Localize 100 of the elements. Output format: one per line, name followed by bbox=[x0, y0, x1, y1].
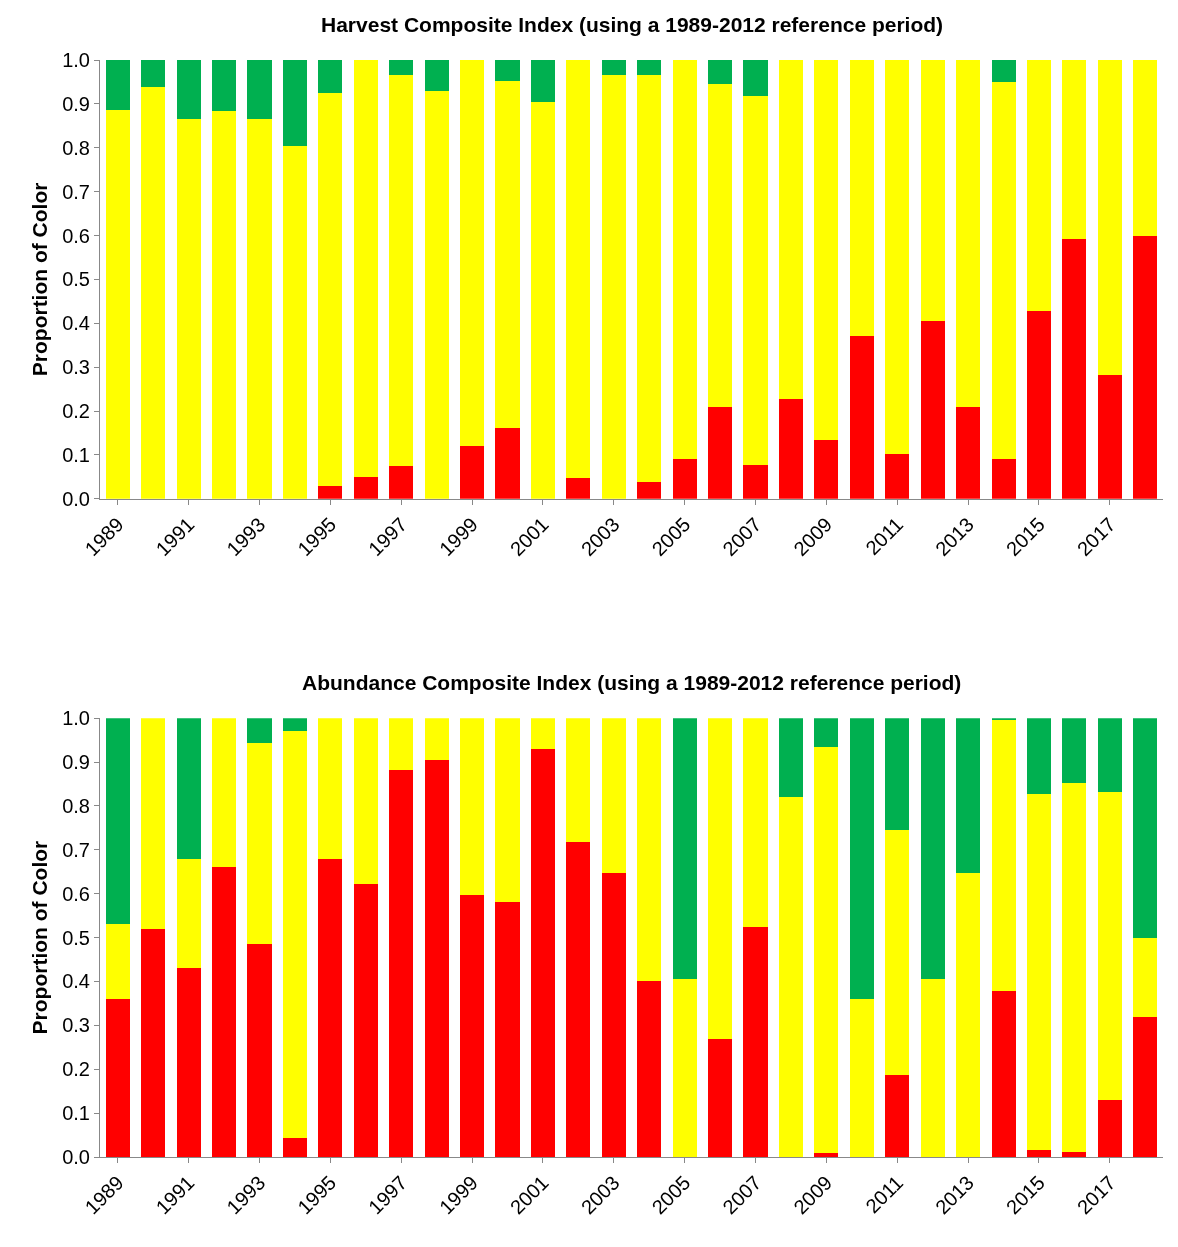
bar bbox=[1062, 1151, 1087, 1157]
y-tick-label: 0.4 bbox=[62, 970, 90, 993]
bar bbox=[247, 718, 272, 744]
bar bbox=[814, 440, 839, 499]
bar bbox=[672, 60, 697, 460]
bar bbox=[247, 60, 272, 119]
chart-title: Harvest Composite Index (using a 1989-2012 reference period) bbox=[321, 13, 944, 36]
bar bbox=[566, 842, 591, 1157]
bar bbox=[708, 84, 733, 407]
bar bbox=[849, 60, 874, 337]
bar bbox=[637, 74, 662, 483]
y-tick-label: 0.6 bbox=[62, 224, 90, 247]
bar bbox=[1026, 793, 1052, 1150]
y-tick-label: 0.3 bbox=[62, 1014, 90, 1037]
bar bbox=[318, 858, 343, 1157]
y-tick-label: 0.6 bbox=[62, 882, 90, 905]
bar bbox=[956, 718, 981, 873]
bar bbox=[424, 90, 449, 499]
bar bbox=[141, 60, 166, 88]
bar bbox=[566, 477, 591, 499]
bar bbox=[353, 718, 378, 885]
bar bbox=[849, 718, 874, 1000]
bar bbox=[176, 118, 201, 499]
bar bbox=[956, 872, 981, 1157]
bar bbox=[141, 87, 166, 499]
bar bbox=[530, 60, 555, 102]
bar bbox=[176, 968, 201, 1157]
bar bbox=[176, 60, 201, 119]
bar bbox=[708, 1038, 733, 1157]
bar bbox=[1097, 718, 1122, 792]
bar bbox=[176, 718, 201, 859]
y-tick-label: 0.9 bbox=[62, 751, 90, 774]
bar bbox=[743, 465, 768, 499]
bar bbox=[211, 718, 237, 868]
y-tick-label: 0.5 bbox=[62, 926, 90, 949]
bar bbox=[460, 60, 485, 447]
bar bbox=[1133, 60, 1158, 236]
bar bbox=[460, 718, 485, 896]
bar bbox=[814, 746, 839, 1153]
bar bbox=[920, 321, 945, 499]
bar bbox=[1062, 238, 1087, 499]
bar bbox=[885, 60, 910, 455]
bar bbox=[389, 769, 414, 1157]
bar bbox=[814, 718, 839, 747]
bar bbox=[1062, 783, 1087, 1152]
bar bbox=[991, 459, 1016, 499]
bar bbox=[1062, 718, 1087, 784]
bar bbox=[743, 60, 768, 96]
bar bbox=[778, 60, 803, 399]
bar bbox=[1026, 1149, 1052, 1157]
bar bbox=[424, 60, 449, 91]
bar bbox=[991, 720, 1016, 992]
bar bbox=[389, 718, 414, 770]
bar bbox=[495, 718, 520, 902]
bar bbox=[105, 60, 130, 111]
bar bbox=[105, 110, 130, 499]
bar bbox=[637, 60, 662, 75]
bar bbox=[814, 60, 839, 441]
y-tick-label: 0.8 bbox=[62, 794, 90, 817]
bar bbox=[849, 336, 874, 499]
y-tick-label: 1.0 bbox=[62, 707, 90, 730]
bar bbox=[318, 93, 343, 486]
bar bbox=[672, 979, 697, 1157]
y-tick-label: 0.0 bbox=[62, 1146, 90, 1168]
bar bbox=[637, 718, 662, 982]
bar bbox=[495, 60, 520, 81]
bar bbox=[637, 482, 662, 499]
y-tick-label: 0.9 bbox=[62, 92, 90, 115]
bar bbox=[530, 718, 555, 749]
bar bbox=[885, 718, 910, 830]
bar bbox=[885, 1074, 910, 1157]
bar bbox=[1026, 60, 1052, 311]
bar bbox=[530, 101, 555, 499]
bar bbox=[141, 928, 166, 1157]
bar bbox=[743, 95, 768, 466]
bar bbox=[282, 1138, 307, 1157]
bar bbox=[282, 60, 307, 146]
bar bbox=[211, 111, 237, 499]
bar bbox=[318, 718, 343, 859]
bar bbox=[743, 927, 768, 1157]
bar bbox=[247, 743, 272, 945]
bar bbox=[1026, 718, 1052, 794]
bar bbox=[211, 867, 237, 1157]
y-tick-label: 0.2 bbox=[62, 400, 90, 423]
bar bbox=[920, 718, 945, 980]
y-tick-label: 0.0 bbox=[62, 487, 90, 510]
bar bbox=[353, 476, 378, 499]
bar bbox=[318, 60, 343, 94]
bar bbox=[530, 748, 555, 1157]
bar bbox=[920, 979, 945, 1157]
bar bbox=[1097, 60, 1122, 375]
bar bbox=[708, 60, 733, 85]
bar bbox=[1097, 791, 1122, 1100]
bar bbox=[282, 731, 307, 1139]
bar bbox=[601, 60, 626, 75]
bar bbox=[105, 718, 130, 925]
bar bbox=[176, 858, 201, 969]
bar bbox=[1062, 60, 1087, 239]
bar bbox=[920, 60, 945, 322]
bar bbox=[885, 454, 910, 499]
